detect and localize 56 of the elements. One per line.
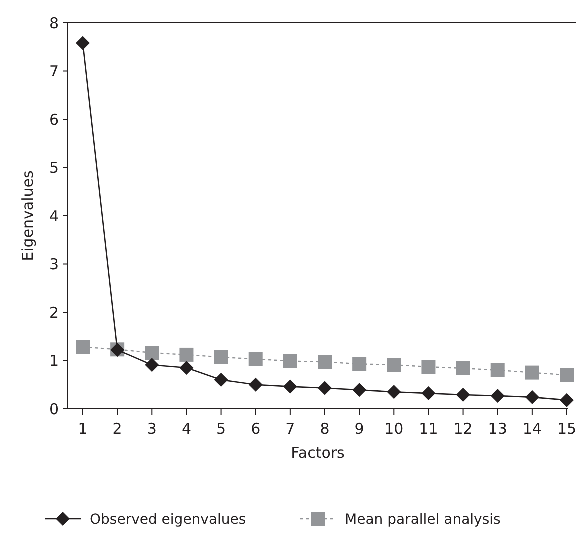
x-tick-label: 14 [522,420,542,438]
point [387,358,402,372]
x-tick-label: 13 [488,420,508,438]
x-tick-label: 7 [286,420,296,438]
x-tick-label: 6 [251,420,261,438]
point [318,355,332,370]
point [560,393,574,408]
point [525,390,540,404]
point [456,388,470,402]
legend-label: Mean parallel analysis [345,512,501,528]
x-tick-label: 2 [112,420,122,438]
y-tick-label: 8 [49,14,59,32]
point [525,366,540,380]
y-tick-label: 0 [49,400,59,418]
point [456,361,470,376]
point [145,358,160,372]
y-tick-label: 7 [49,62,59,80]
point [490,388,505,403]
point [180,360,194,375]
y-tick-label: 3 [49,256,59,274]
x-tick-label: 1 [78,420,88,438]
x-tick-label: 9 [354,420,364,438]
x-tick-label: 3 [147,420,157,438]
point [76,36,90,50]
point [214,373,228,388]
legend-label: Observed eigenvalues [90,512,246,528]
point [422,360,436,374]
point [214,350,228,364]
point [248,378,263,392]
y-tick-label: 4 [49,207,59,226]
point [318,381,332,396]
point [387,385,402,400]
point [248,352,263,366]
y-tick-label: 5 [49,159,59,177]
x-tick-label: 15 [557,420,576,438]
x-tick-label: 11 [419,420,438,438]
y-tick-label: 1 [49,352,59,370]
y-tick-label: 6 [49,110,59,129]
point [283,380,298,394]
y-axis-title: Eigenvalues [19,170,37,262]
point [180,348,194,362]
y-tick-label: 2 [49,304,59,322]
x-tick-label: 8 [320,420,330,438]
point [352,383,367,398]
x-axis-title: Factors [291,444,346,462]
point [76,340,90,354]
point [352,357,367,372]
point [283,354,298,368]
point [422,386,436,401]
x-tick-label: 5 [216,420,226,438]
x-tick-label: 12 [454,420,473,438]
point [490,363,505,378]
x-tick-label: 4 [182,420,192,438]
point [560,368,574,382]
point [145,346,160,360]
x-tick-label: 10 [384,420,404,438]
